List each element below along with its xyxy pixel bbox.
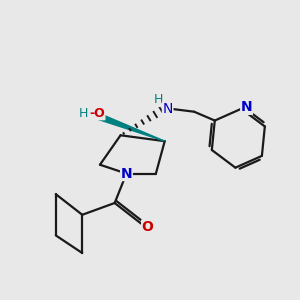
Text: N: N: [163, 102, 173, 116]
Text: H: H: [154, 93, 163, 106]
Text: H: H: [79, 107, 88, 120]
Text: N: N: [121, 167, 132, 181]
Text: O: O: [142, 220, 154, 234]
Text: -O: -O: [89, 107, 105, 120]
Polygon shape: [93, 112, 165, 141]
Text: N: N: [241, 100, 252, 114]
